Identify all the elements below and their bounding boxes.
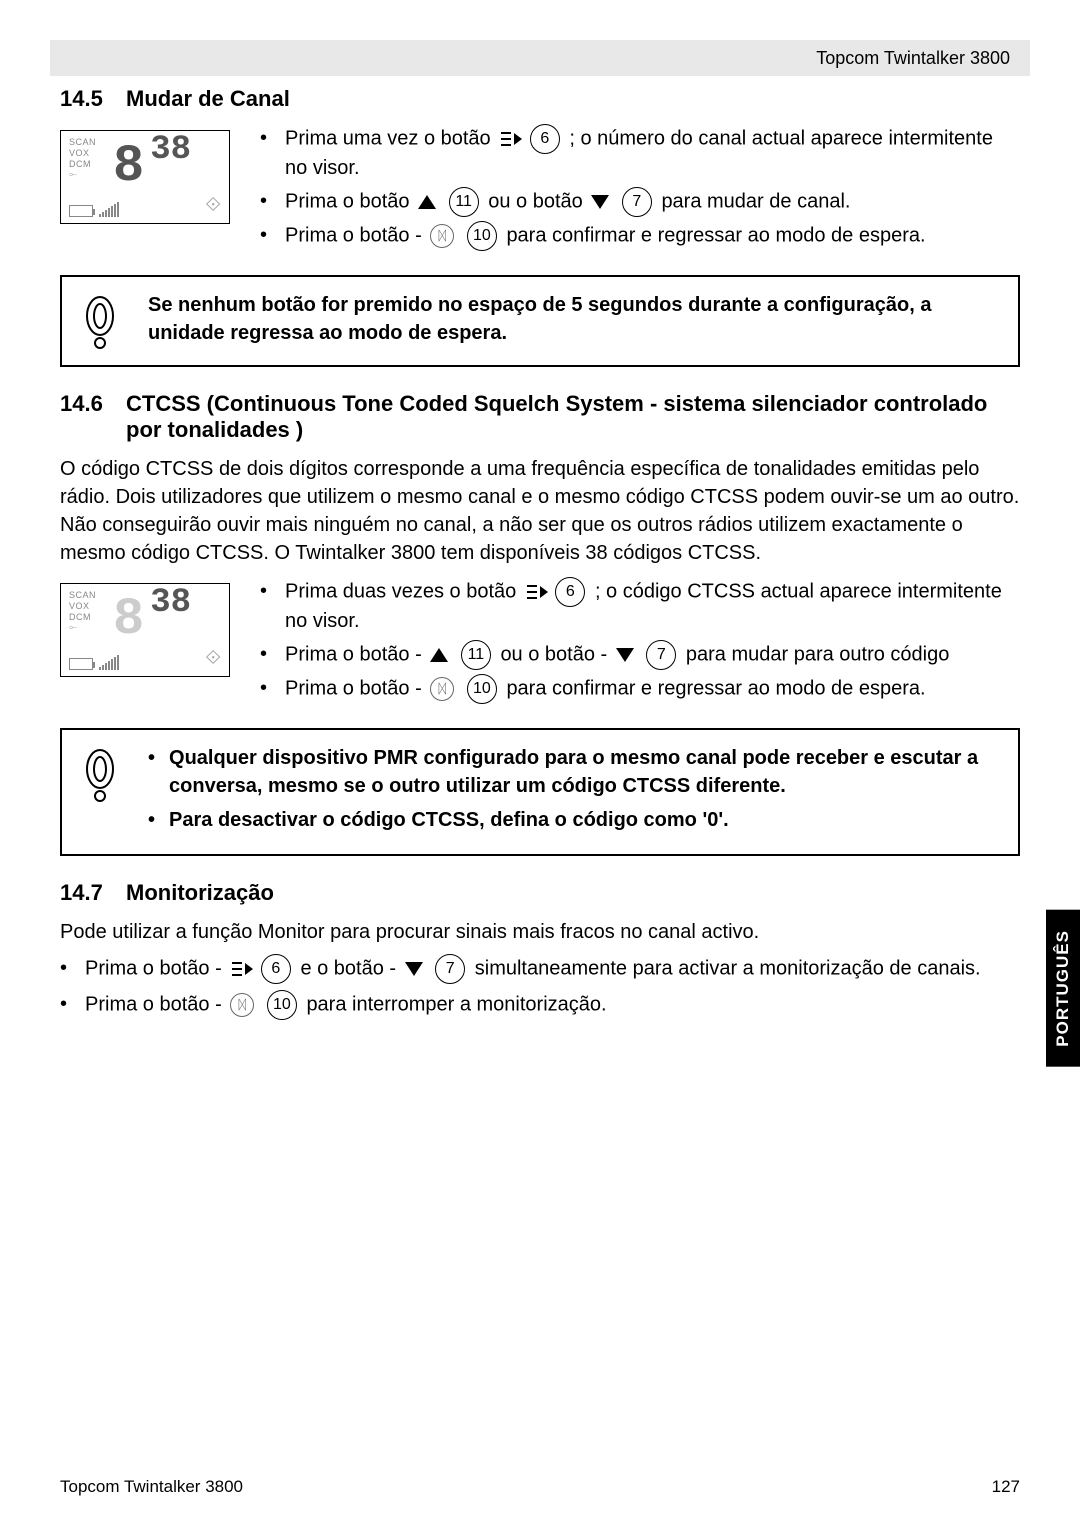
language-tab: PORTUGUÊS	[1046, 910, 1080, 1067]
note-box: Se nenhum botão for premido no espaço de…	[60, 275, 1020, 367]
menu-icon	[525, 585, 543, 599]
ref-circle: 10	[467, 221, 497, 251]
note-line: Para desactivar o código CTCSS, defina o…	[169, 806, 729, 834]
text-fragment: simultaneamente para activar a monitoriz…	[475, 957, 981, 979]
text-fragment: Prima uma vez o botão	[285, 127, 496, 149]
section-14-5-heading: 14.5 Mudar de Canal	[60, 86, 1020, 112]
lcd-main: 8 38	[113, 137, 191, 196]
lcd-channel: 8	[113, 590, 144, 649]
text-fragment: para mudar para outro código	[686, 643, 950, 665]
antenna-icon: ⟐	[205, 194, 221, 217]
text-fragment: ou o botão	[488, 190, 588, 212]
ear-icon: ᛞ	[430, 677, 454, 701]
text-fragment: Prima o botão -	[285, 643, 427, 665]
section-num: 14.7	[60, 880, 108, 906]
text-fragment: Prima o botão -	[85, 993, 227, 1015]
ref-circle: 6	[555, 577, 585, 607]
section-14-5-content: SCAN VOX DCM ⟜ 8 38 ⟐ Prima uma vez o bo…	[60, 124, 1020, 255]
text-fragment: Prima o botão -	[285, 677, 427, 699]
lcd-channel: 8	[113, 137, 144, 196]
list-item: Prima duas vezes o botão 6 ; o código CT…	[260, 577, 1020, 636]
text-fragment: para interromper a monitorização.	[306, 993, 606, 1015]
list-item: Prima o botão - ᛞ 10 para confirmar e re…	[260, 674, 1020, 704]
ref-circle: 7	[435, 954, 465, 984]
footer-page-number: 127	[992, 1477, 1020, 1497]
menu-icon	[499, 132, 517, 146]
warning-icon	[72, 744, 128, 804]
section-title: Mudar de Canal	[126, 86, 290, 112]
text-fragment: para confirmar e regressar ao modo de es…	[506, 677, 925, 699]
bullet-list: Prima duas vezes o botão 6 ; o código CT…	[260, 577, 1020, 708]
section-14-6-heading: 14.6 CTCSS (Continuous Tone Coded Squelc…	[60, 391, 1020, 443]
ref-circle: 7	[646, 640, 676, 670]
lcd-display: SCAN VOX DCM ⟜ 8 38 ⟐	[60, 130, 230, 224]
section-num: 14.5	[60, 86, 108, 112]
section-14-7-intro: Pode utilizar a função Monitor para proc…	[60, 918, 1020, 946]
section-num: 14.6	[60, 391, 108, 443]
ear-icon: ᛞ	[430, 224, 454, 248]
battery-icon	[69, 205, 93, 217]
section-14-7-heading: 14.7 Monitorização	[60, 880, 1020, 906]
ref-circle: 10	[467, 674, 497, 704]
section-14-6-intro: O código CTCSS de dois dígitos correspon…	[60, 455, 1020, 567]
section-title: CTCSS (Continuous Tone Coded Squelch Sys…	[126, 391, 1020, 443]
section-title: Monitorização	[126, 880, 274, 906]
text-fragment: Prima o botão -	[85, 957, 227, 979]
note-box: Qualquer dispositivo PMR configurado par…	[60, 728, 1020, 856]
lcd-main: 8 38	[113, 590, 191, 649]
bullet-list: Prima o botão - 6 e o botão - 7 simultan…	[60, 954, 1020, 1020]
text-fragment: Prima o botão -	[285, 224, 427, 246]
lcd-display: SCAN VOX DCM ⟜ 8 38 ⟐	[60, 583, 230, 677]
list-item: Prima o botão 11 ou o botão 7 para mudar…	[260, 187, 1020, 217]
lcd-bottom-icons: ⟐	[69, 194, 221, 217]
ref-circle: 11	[461, 640, 491, 670]
text-fragment: Prima duas vezes o botão	[285, 580, 522, 602]
list-item: Prima o botão - 6 e o botão - 7 simultan…	[60, 954, 1020, 984]
list-item: Prima o botão - ᛞ 10 para interromper a …	[60, 990, 1020, 1020]
list-item: Prima o botão - ᛞ 10 para confirmar e re…	[260, 221, 1020, 251]
down-triangle-icon	[591, 195, 609, 209]
ref-circle: 10	[267, 990, 297, 1020]
ref-circle: 6	[261, 954, 291, 984]
down-triangle-icon	[405, 962, 423, 976]
bullet-list: Prima uma vez o botão 6 ; o número do ca…	[260, 124, 1020, 255]
up-triangle-icon	[430, 648, 448, 662]
list-item: Prima o botão - 11 ou o botão - 7 para m…	[260, 640, 1020, 670]
down-triangle-icon	[616, 648, 634, 662]
text-fragment: ou o botão -	[500, 643, 612, 665]
text-fragment: Prima o botão	[285, 190, 415, 212]
note-text: Qualquer dispositivo PMR configurado par…	[148, 744, 998, 840]
text-fragment: para mudar de canal.	[661, 190, 850, 212]
ref-circle: 11	[449, 187, 479, 217]
warning-icon	[72, 291, 128, 351]
signal-bars-icon	[99, 654, 119, 670]
ref-circle: 7	[622, 187, 652, 217]
lcd-sub: 38	[150, 584, 191, 622]
ear-icon: ᛞ	[230, 993, 254, 1017]
menu-icon	[230, 962, 248, 976]
section-14-6-content: SCAN VOX DCM ⟜ 8 38 ⟐ Prima duas vezes o…	[60, 577, 1020, 708]
ref-circle: 6	[530, 124, 560, 154]
up-triangle-icon	[418, 195, 436, 209]
header-band: Topcom Twintalker 3800	[50, 40, 1030, 76]
lcd-bottom-icons: ⟐	[69, 647, 221, 670]
note-line: Qualquer dispositivo PMR configurado par…	[169, 744, 998, 800]
footer: Topcom Twintalker 3800 127	[60, 1477, 1020, 1497]
signal-bars-icon	[99, 201, 119, 217]
lcd-sub: 38	[150, 131, 191, 169]
footer-left: Topcom Twintalker 3800	[60, 1477, 243, 1497]
text-fragment: para confirmar e regressar ao modo de es…	[506, 224, 925, 246]
note-text: Se nenhum botão for premido no espaço de…	[148, 291, 998, 347]
header-product: Topcom Twintalker 3800	[816, 48, 1010, 69]
text-fragment: e o botão -	[300, 957, 401, 979]
battery-icon	[69, 658, 93, 670]
antenna-icon: ⟐	[205, 647, 221, 670]
list-item: Prima uma vez o botão 6 ; o número do ca…	[260, 124, 1020, 183]
